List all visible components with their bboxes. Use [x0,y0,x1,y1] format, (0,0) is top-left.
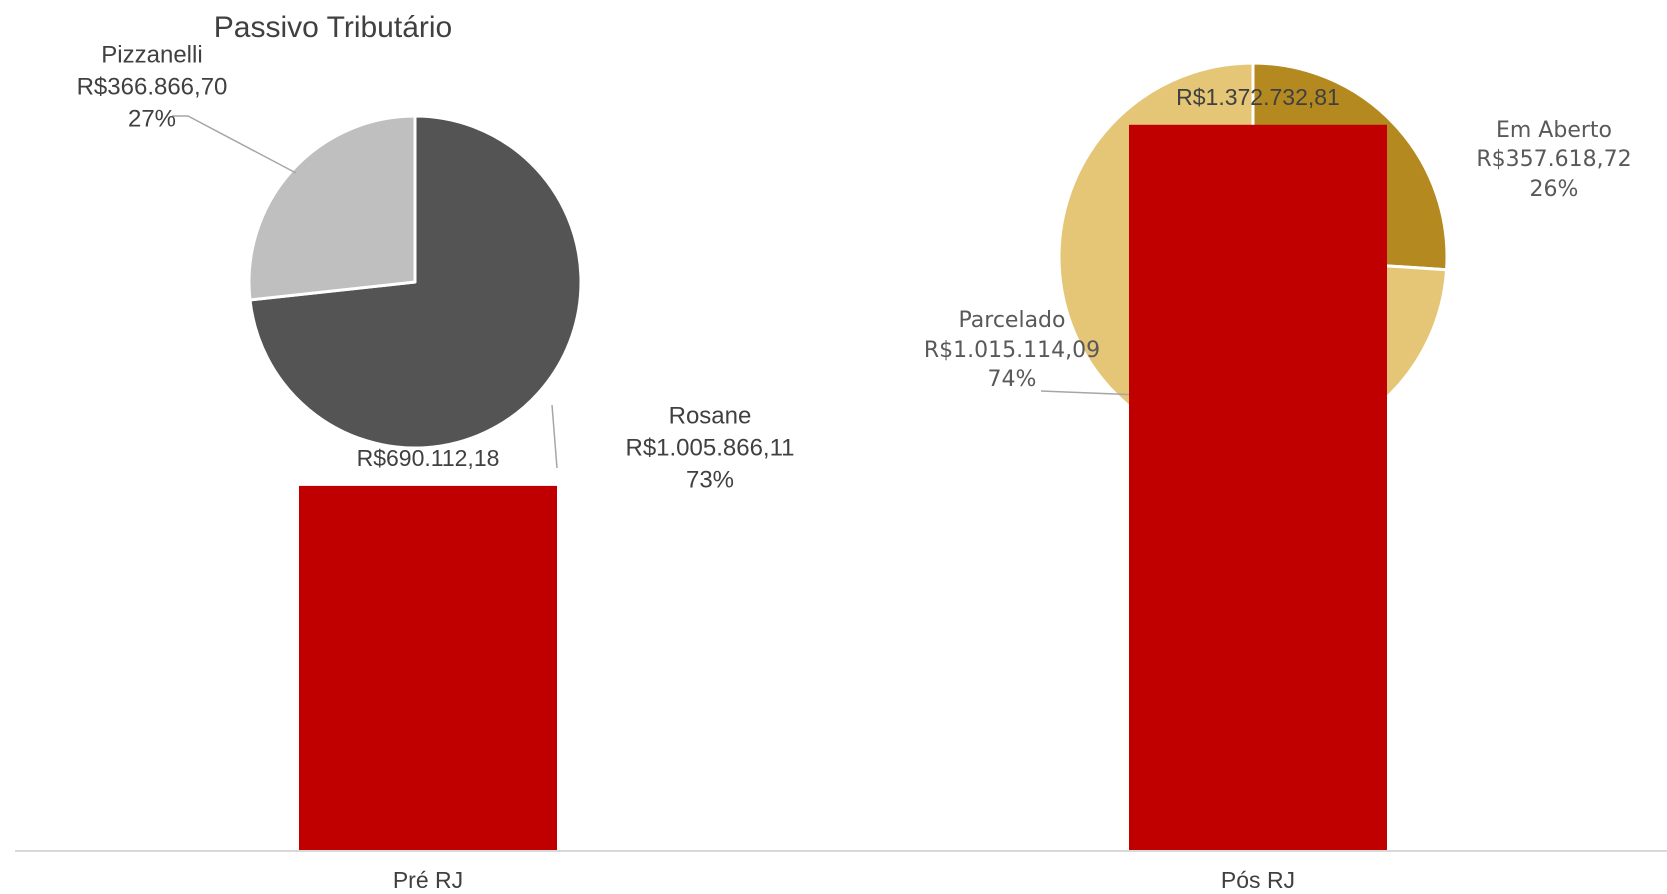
pie1-rosane-name: Rosane [669,402,752,429]
pie2-em-aberto-percent: 26% [1530,177,1579,202]
pie2-parcelado-name: Parcelado [959,308,1066,333]
bar-pos-rj [1129,124,1387,852]
pie2-em-aberto-value: R$357.618,72 [1476,147,1631,172]
pie1-rosane-percent: 73% [686,466,734,493]
pie1-leader-line-rosane [551,404,558,469]
pie1-leader-line-pizzanelli [172,115,297,174]
bar-tick-label-pre-rj: Pré RJ [393,867,463,893]
pie1-pizzanelli-value: R$366.866,70 [77,73,228,100]
pie2-label-parcelado: Parcelado R$1.015.114,09 74% [924,308,1100,392]
pie1-title: Passivo Tributário [214,11,452,44]
pie1-rosane-value: R$1.005.866,11 [625,434,794,461]
bar-chart-rj: R$690.112,18 R$1.372.732,81 Pré RJ Pós R… [15,84,1667,893]
pie1-label-pizzanelli: Pizzanelli R$366.866,70 27% [77,41,228,132]
bar-data-label-pre-rj: R$690.112,18 [357,445,500,471]
pie2-leader-line-parcelado [1040,390,1141,396]
pie2-label-em-aberto: Em Aberto R$357.618,72 26% [1476,118,1631,202]
pie1-slice-pizzanelli [247,114,417,302]
bar-tick-label-pos-rj: Pós RJ [1221,867,1295,893]
pie1-pizzanelli-name: Pizzanelli [101,41,202,68]
pie2-em-aberto-name: Em Aberto [1496,118,1612,143]
bar-pre-rj [299,485,557,851]
pie1-pizzanelli-percent: 27% [128,105,176,132]
pie2-parcelado-value: R$1.015.114,09 [924,338,1100,363]
pie1-label-rosane: Rosane R$1.005.866,11 73% [625,402,794,493]
bar-data-label-pos-rj: R$1.372.732,81 [1176,84,1340,110]
pie-chart-passivo: Passivo Tributário Rosane R$1.005.866,11… [77,11,795,493]
pie1-slices [247,114,583,450]
pie2-parcelado-percent: 74% [988,367,1037,392]
bar-marks [299,124,1387,852]
